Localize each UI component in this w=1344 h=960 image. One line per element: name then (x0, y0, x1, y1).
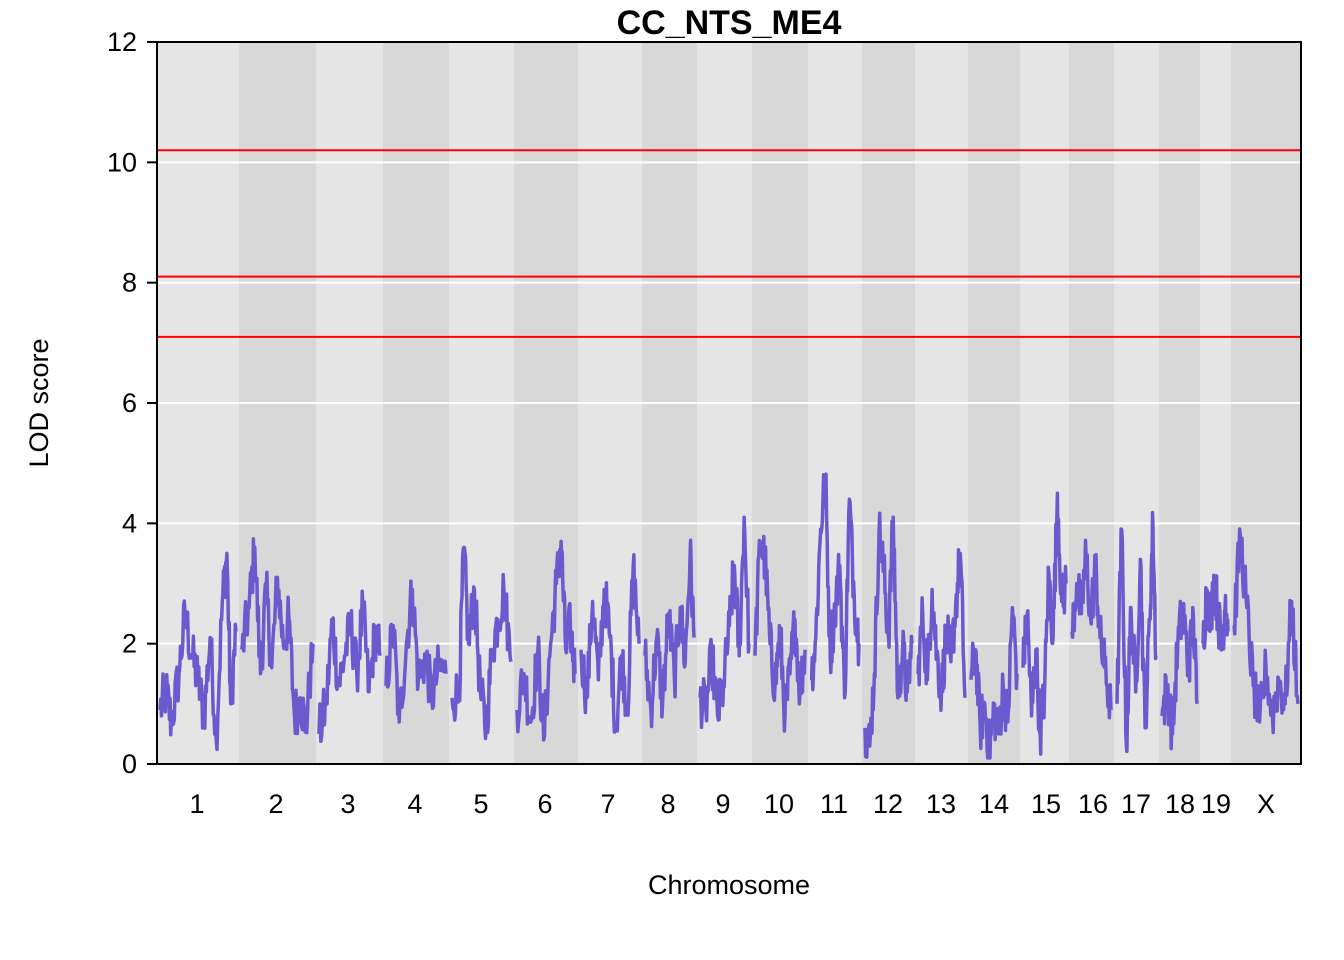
x-tick-label-7: 7 (600, 789, 615, 819)
lod-line-chr-8 (643, 538, 696, 729)
lod-line-chr-10 (753, 534, 807, 733)
x-axis-title: Chromosome (648, 870, 810, 900)
lod-line-chr-2 (240, 537, 315, 736)
x-tick-label-1: 1 (189, 789, 204, 819)
lod-line-chr-12 (863, 511, 914, 759)
lod-line-chr-4 (384, 579, 448, 724)
x-tick-label-9: 9 (715, 789, 730, 819)
lod-line-chr-17 (1115, 510, 1158, 754)
y-tick-label-4: 4 (122, 508, 137, 538)
y-tick-label-8: 8 (122, 268, 137, 298)
lod-line-chr-13 (916, 547, 967, 713)
y-tick-label-0: 0 (122, 749, 137, 779)
lod-line-chr-1 (158, 551, 238, 752)
threshold-lines (157, 149, 1301, 338)
x-tick-label-4: 4 (407, 789, 422, 819)
x-tick-label-19: 19 (1201, 789, 1231, 819)
y-tick-label-6: 6 (122, 388, 137, 418)
x-tick-label-6: 6 (537, 789, 552, 819)
x-tick-label-18: 18 (1165, 789, 1195, 819)
y-axis: 0 2 4 6 8 10 12 (107, 27, 157, 779)
x-axis: 1 2 3 4 5 6 7 8 9 10 11 12 13 14 15 16 17 18 19 X (189, 789, 1275, 819)
x-tick-label-11: 11 (820, 789, 848, 819)
x-tick-label-15: 15 (1031, 789, 1061, 819)
x-tick-label-2: 2 (268, 789, 283, 819)
lod-line-chr-5 (450, 545, 513, 741)
y-tick-label-10: 10 (107, 147, 137, 177)
lod-line-chr-7 (579, 553, 641, 734)
y-tick-label-2: 2 (122, 629, 137, 659)
lod-line-chr-19 (1201, 573, 1230, 652)
lod-line-chr-18 (1160, 599, 1199, 751)
y-axis-title: LOD score (24, 338, 54, 467)
x-tick-label-13: 13 (926, 789, 956, 819)
x-tick-label-3: 3 (340, 789, 355, 819)
lod-line-chr-3 (317, 589, 382, 744)
x-tick-label-5: 5 (473, 789, 488, 819)
x-tick-label-16: 16 (1078, 789, 1108, 819)
y-tick-label-12: 12 (107, 27, 137, 57)
x-tick-label-17: 17 (1121, 789, 1151, 819)
x-tick-label-X: X (1257, 789, 1275, 819)
lod-series (158, 472, 1300, 760)
x-tick-label-8: 8 (660, 789, 675, 819)
x-tick-label-12: 12 (873, 789, 903, 819)
lod-line-chr-14 (969, 605, 1019, 760)
lod-line-chr-15 (1021, 491, 1068, 756)
lod-line-chr-11 (809, 472, 861, 700)
x-tick-label-14: 14 (979, 789, 1009, 819)
x-tick-label-10: 10 (764, 789, 794, 819)
lod-line-chr-9 (698, 515, 751, 730)
lod-line-chr-6 (515, 539, 577, 742)
lod-line-chr-X (1232, 527, 1300, 735)
lod-line-chr-16 (1070, 538, 1113, 720)
chart-title: CC_NTS_ME4 (617, 4, 842, 42)
